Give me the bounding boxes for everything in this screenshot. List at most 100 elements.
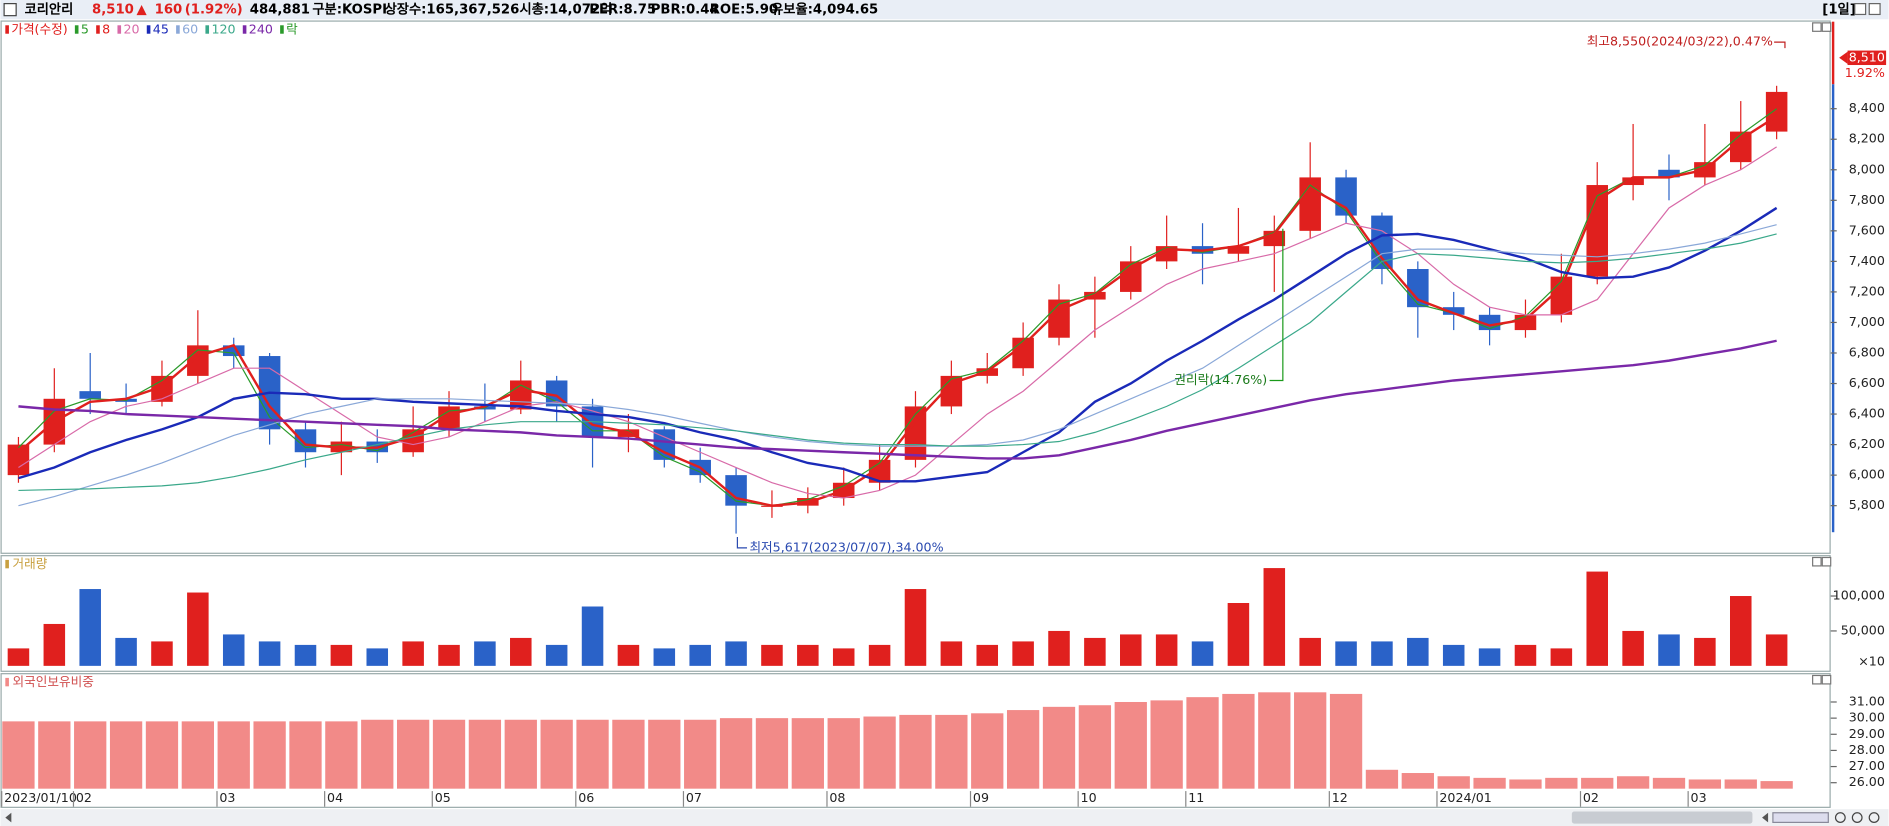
scrollbar-thumb[interactable] xyxy=(1571,811,1753,824)
y-tick-label: 7,800 xyxy=(1849,192,1885,207)
panel-btn[interactable] xyxy=(1821,556,1832,567)
foreign-bar xyxy=(181,721,214,789)
period[interactable]: [1일] xyxy=(1822,2,1855,18)
volume-bar xyxy=(1407,637,1429,666)
foreign-bar xyxy=(1042,706,1076,789)
y-tick-label: 29.00 xyxy=(1849,726,1885,741)
candle-body xyxy=(1442,307,1465,315)
volume-bar xyxy=(7,648,30,666)
x-tick-label: 12 xyxy=(1332,790,1348,805)
foreign-bar xyxy=(1760,781,1793,789)
header-bar xyxy=(0,0,1889,20)
x-tick-label: 08 xyxy=(829,790,845,805)
panel-btn[interactable] xyxy=(1812,674,1822,685)
ma-line xyxy=(18,339,1777,460)
y-tick-label: 50,000 xyxy=(1841,622,1885,637)
price: 8,510 xyxy=(92,3,134,18)
candle-body xyxy=(868,459,891,483)
volume-bar xyxy=(1586,571,1608,666)
legend-label: 120 xyxy=(211,22,235,37)
panel-title: 외국인보유비중 xyxy=(13,674,94,689)
y-tick-label: 8,000 xyxy=(1849,161,1885,176)
arrow: ▲ xyxy=(137,3,148,18)
volume-bar xyxy=(510,637,532,666)
volume-bar xyxy=(402,641,424,666)
x-tick-label: 10 xyxy=(1081,790,1097,805)
y-tick-label: 26.00 xyxy=(1849,774,1885,789)
high-annotation: 최고8,550(2024/03/22),0.47% xyxy=(1587,34,1773,49)
volume-bar xyxy=(545,644,568,666)
legend-swatch xyxy=(242,25,247,34)
foreign-bar xyxy=(253,721,286,789)
volume-bar xyxy=(1371,641,1393,666)
volume-bar xyxy=(1012,641,1034,666)
foreign-bar xyxy=(432,719,466,789)
foreign-bar xyxy=(791,718,824,789)
volume-bar xyxy=(581,606,604,666)
candle-body xyxy=(222,345,245,357)
y-tick-label: 7,400 xyxy=(1849,253,1885,268)
legend-swatch xyxy=(117,25,122,34)
panel-btn[interactable] xyxy=(1812,556,1822,567)
x-tick-label: 05 xyxy=(435,790,451,805)
last-marker xyxy=(1839,51,1848,64)
scroll-arrow[interactable] xyxy=(5,812,12,823)
legend-swatch xyxy=(5,559,9,569)
panel-btn[interactable] xyxy=(1812,22,1822,32)
x-tick-label: 03 xyxy=(1691,790,1707,805)
volume-bar xyxy=(366,648,389,666)
legend-swatch xyxy=(176,25,180,34)
volume-bar xyxy=(653,648,676,666)
zoom-slider[interactable] xyxy=(1772,812,1829,823)
volume-bar xyxy=(1658,634,1680,666)
zoom-in[interactable] xyxy=(1851,812,1863,823)
scrollbar-track xyxy=(0,809,1889,826)
change: 160 xyxy=(155,3,183,18)
volume-bar xyxy=(1514,644,1537,666)
change-pct: (1.92%) xyxy=(185,3,243,18)
legend-label: 가격(수정) xyxy=(11,22,67,37)
scroll-arrow[interactable] xyxy=(1762,812,1769,823)
foreign-bar xyxy=(217,721,250,789)
volume-bar xyxy=(940,641,963,666)
volume-bar xyxy=(1084,637,1106,666)
y-tick-label: 28.00 xyxy=(1849,742,1885,757)
volume-bar xyxy=(1765,634,1788,666)
reserve: 유보율:4,094.65 xyxy=(771,1,878,18)
stock-name: 코리안리 xyxy=(25,1,74,18)
volume-bar xyxy=(1442,644,1465,666)
panel-btn[interactable] xyxy=(1868,3,1881,16)
ma-line xyxy=(18,233,1777,492)
foreign-bar xyxy=(1365,769,1399,789)
annotation-arrow xyxy=(736,537,748,549)
foreign-bar xyxy=(935,714,968,789)
volume: 484,881 xyxy=(250,3,310,18)
foreign-bar xyxy=(289,721,322,789)
y-tick-label: 7,600 xyxy=(1849,222,1885,237)
zoom-reset[interactable] xyxy=(1868,812,1880,823)
candle-body xyxy=(1227,246,1250,254)
panel-btn[interactable] xyxy=(1821,22,1832,32)
per: PER:8.75 xyxy=(589,3,656,18)
volume-bar xyxy=(1478,648,1501,666)
volume-bar xyxy=(1550,648,1573,666)
y-tick-label: 8,400 xyxy=(1849,100,1885,115)
volume-bar xyxy=(904,589,927,666)
candle-body xyxy=(1514,314,1537,331)
panel-btn[interactable] xyxy=(1821,674,1832,685)
foreign-bar xyxy=(863,716,896,789)
volume-bar xyxy=(1191,641,1214,666)
legend-swatch xyxy=(5,25,9,34)
x-tick-label: 09 xyxy=(973,790,989,805)
y-tick-label: 6,200 xyxy=(1849,436,1885,451)
volume-bar xyxy=(1622,630,1644,666)
legend-swatch xyxy=(146,25,151,34)
x-tick-label: 07 xyxy=(686,790,702,805)
zoom-out[interactable] xyxy=(1834,812,1846,823)
panel-buttons xyxy=(1812,22,1832,685)
foreign-bar xyxy=(38,721,71,789)
header-icon[interactable] xyxy=(3,3,17,17)
y-tick-label: 6,800 xyxy=(1849,344,1885,359)
x-tick-label: 03 xyxy=(219,790,235,805)
panel-btn[interactable] xyxy=(1854,3,1867,16)
